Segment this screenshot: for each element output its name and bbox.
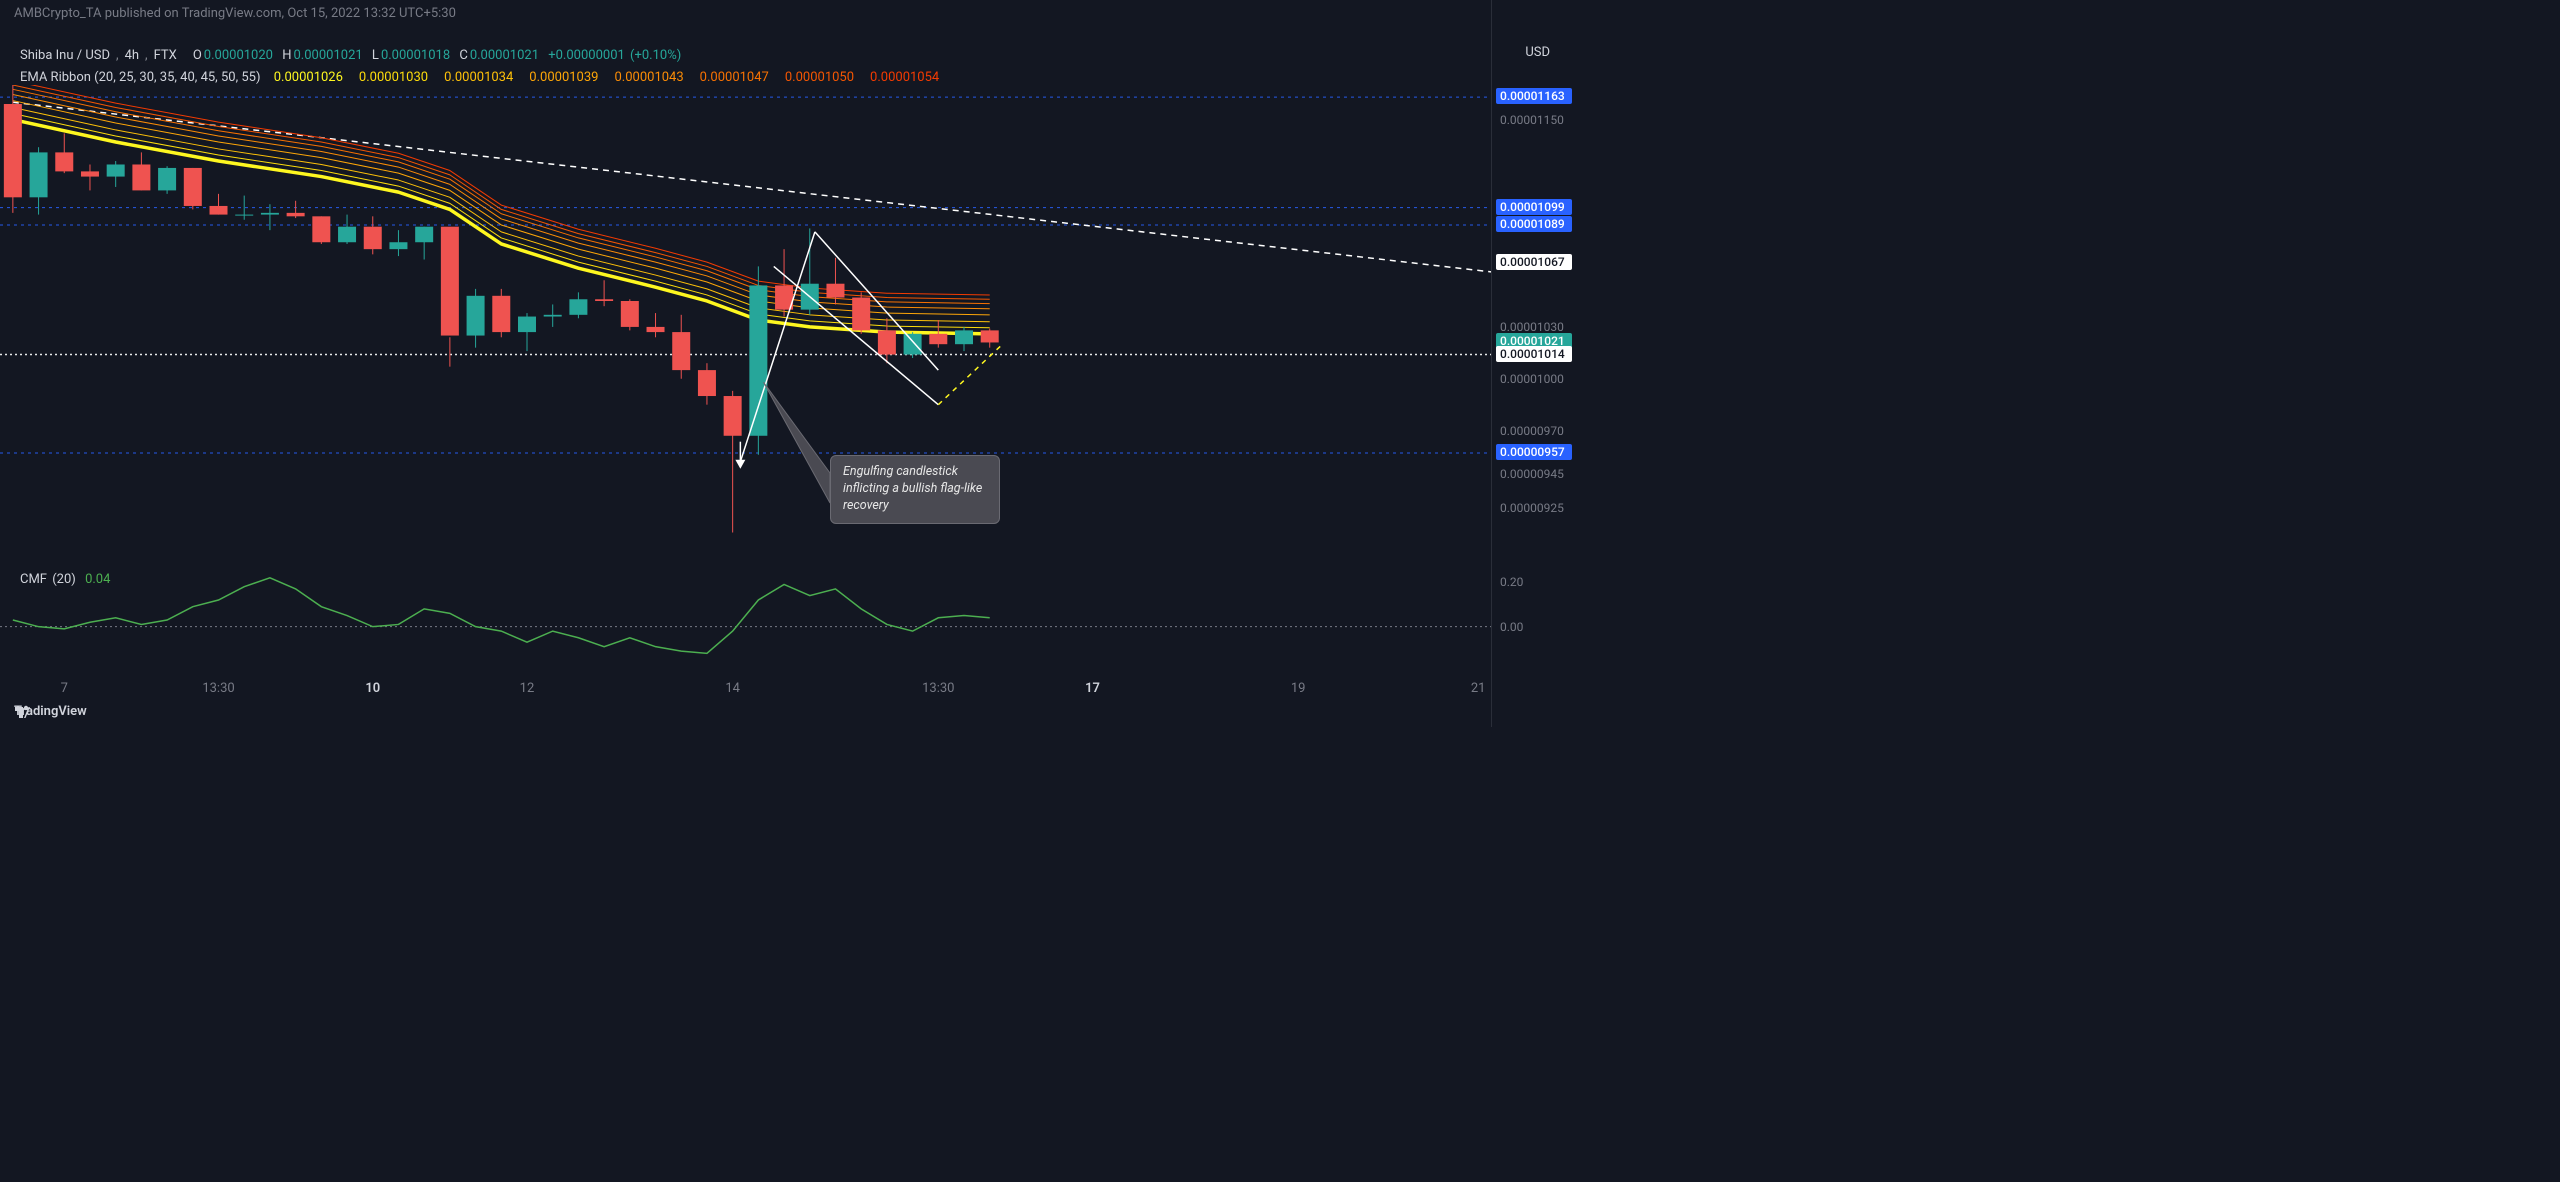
ema-ribbon-info: EMA Ribbon (20, 25, 30, 35, 40, 45, 50, … — [20, 70, 939, 85]
price-chart-pane[interactable] — [0, 85, 1491, 555]
attribution-text: AMBCrypto_TA published on TradingView.co… — [14, 6, 456, 21]
chart-annotation: Engulfing candlestick inflicting a bulli… — [830, 455, 1000, 524]
timeframe: 4h — [125, 48, 139, 63]
ohlc-block: O0.00001020 H0.00001021 L0.00001018 C0.0… — [191, 48, 681, 63]
symbol-info: Shiba Inu / USD , 4h , FTX O0.00001020 H… — [20, 48, 681, 63]
pair-name: Shiba Inu / USD — [20, 48, 110, 63]
y-axis: 0.000011500.000010300.000010000.00000970… — [1491, 0, 1576, 727]
exchange: FTX — [154, 48, 177, 63]
cmf-chart-pane[interactable] — [0, 560, 1491, 660]
x-axis: 713:3010121413:30171921 — [0, 681, 1491, 701]
cmf-label: CMF (20) 0.04 — [20, 572, 110, 587]
tradingview-logo: TradingView — [14, 704, 87, 719]
tv-logo-icon — [14, 704, 30, 720]
